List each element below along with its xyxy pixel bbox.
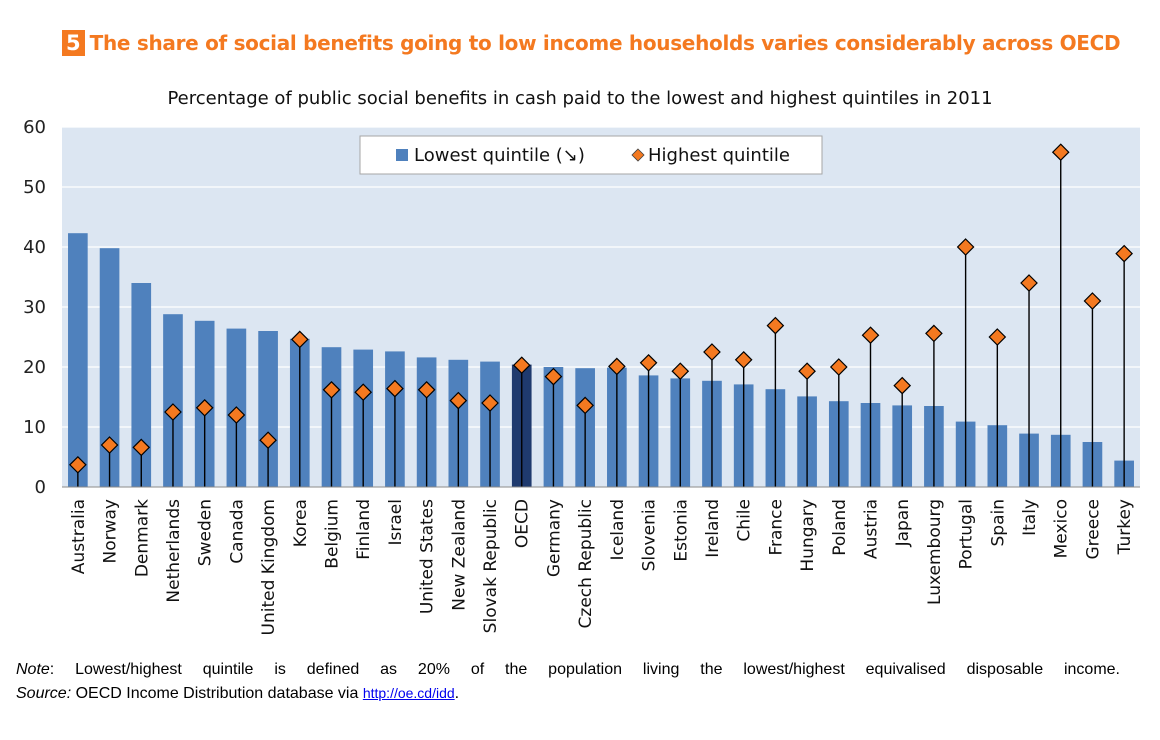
x-tick-label: Canada [227, 499, 247, 564]
marker-korea [290, 330, 309, 349]
y-tick-label: 40 [23, 237, 46, 258]
y-tick-label: 60 [23, 117, 46, 138]
marker-chile [734, 350, 753, 369]
x-tick-label: Portugal [957, 499, 977, 569]
marker-australia [69, 455, 87, 474]
legend [359, 135, 823, 175]
marker-sweden [195, 398, 214, 417]
marker-new-zealand [449, 391, 468, 410]
y-tick-label: 50 [23, 177, 46, 198]
marker-luxembourg [925, 324, 943, 343]
marker-iceland [608, 357, 626, 376]
note-label: Note [16, 661, 50, 678]
chart-source: Source: OECD Income Distribution databas… [16, 683, 459, 704]
x-tick-label: France [766, 499, 786, 556]
x-tick-label: Slovenia [640, 499, 660, 571]
marker-germany [544, 367, 563, 386]
y-tick-label: 20 [23, 357, 46, 378]
marker-belgium [322, 380, 341, 399]
x-tick-label: Belgium [323, 499, 343, 569]
marker-hungary [798, 362, 816, 381]
marker-united-kingdom [259, 431, 277, 450]
x-tick-label: Norway [101, 499, 121, 564]
legend-label-lowest: Lowest quintile (↘) [414, 145, 585, 166]
marker-ireland [703, 343, 721, 361]
marker-poland [829, 358, 848, 376]
x-tick-label: Luxembourg [925, 499, 945, 605]
y-tick-label: 30 [23, 297, 46, 318]
marker-italy [1020, 274, 1038, 292]
x-tick-label: Spain [988, 499, 1008, 547]
x-tick-label: New Zealand [449, 499, 469, 611]
x-tick-label: United States [418, 499, 438, 614]
x-tick-label: Austria [862, 499, 882, 559]
y-tick-label: 10 [23, 417, 46, 438]
marker-japan [893, 376, 912, 395]
chart-title: Percentage of public social benefits in … [167, 88, 993, 109]
x-tick-label: Netherlands [164, 499, 184, 603]
bar-netherlands [163, 314, 183, 487]
source-link[interactable]: http://oe.cd/idd [362, 685, 455, 701]
marker-mexico [1051, 143, 1070, 162]
marker-netherlands [164, 403, 182, 421]
marker-portugal [956, 238, 975, 256]
marker-austria [861, 326, 880, 345]
x-tick-label: Germany [544, 499, 564, 577]
marker-slovenia [639, 353, 658, 372]
marker-canada [227, 406, 246, 424]
bar-united-kingdom [258, 331, 278, 487]
x-tick-label: Czech Republic [576, 499, 596, 628]
marker-united-states [417, 380, 436, 399]
x-tick-label: Japan [893, 499, 913, 547]
chart: 0 10 20 30 40 50 60 Australia Norway Denmark Nethe… [23, 117, 1140, 635]
marker-turkey [1115, 244, 1133, 263]
x-tick-label: Australia [69, 499, 89, 574]
x-tick-label: Poland [830, 499, 850, 556]
marker-israel [386, 379, 404, 398]
x-tick-label: Ireland [703, 499, 723, 558]
x-tick-label: Korea [291, 499, 311, 547]
bar-norway [99, 248, 120, 487]
x-tick-label: Finland [354, 499, 374, 560]
marker-france [766, 316, 785, 335]
figure-number: 5 [62, 30, 85, 56]
x-tick-label: Slovak Republic [481, 499, 501, 633]
y-tick-label: 0 [35, 477, 46, 498]
figure-heading: 5 The share of social benefits going to … [62, 28, 1121, 58]
marker-oecd [512, 356, 531, 375]
x-tick-label: Denmark [132, 499, 152, 577]
marker-greece [1083, 292, 1102, 310]
x-tick-label: Estonia [671, 499, 691, 562]
marker-denmark [132, 438, 151, 457]
legend-bar-swatch [396, 149, 408, 161]
figure-title: The share of social benefits going to lo… [89, 31, 1121, 55]
x-tick-label: OECD [513, 499, 533, 548]
x-tick-label: Israel [386, 499, 406, 545]
marker-estonia [671, 362, 690, 381]
bar-denmark [131, 283, 152, 487]
x-tick-label: Mexico [1052, 499, 1072, 558]
bar-australia [68, 233, 88, 487]
x-tick-label: Iceland [608, 499, 628, 561]
marker-slovak-republic [481, 394, 499, 412]
marker-finland [354, 383, 373, 402]
legend-marker-swatch [631, 148, 645, 162]
marker-norway [100, 436, 119, 454]
marker-spain [988, 328, 1007, 346]
source-label: Source: [16, 685, 72, 702]
x-tick-label: Chile [735, 499, 755, 542]
source-text: OECD Income Distribution database via [71, 685, 363, 702]
x-tick-label: Italy [1020, 499, 1040, 536]
note-text: : Lowest/highest quintile is defined as … [49, 661, 1120, 678]
x-tick-label: Hungary [798, 499, 818, 572]
source-end: . [454, 685, 460, 702]
marker-czech-republic [576, 396, 594, 415]
x-tick-label: United Kingdom [259, 499, 279, 635]
x-tick-label: Greece [1083, 499, 1103, 560]
x-tick-label: Sweden [196, 499, 216, 566]
x-tick-label: Turkey [1115, 499, 1135, 555]
chart-note: Note: Lowest/highest quintile is defined… [16, 660, 1120, 680]
legend-label-highest: Highest quintile [648, 145, 790, 166]
